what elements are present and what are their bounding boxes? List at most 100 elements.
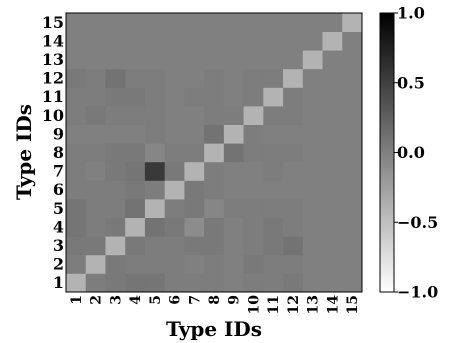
heatmap-cell-6-15	[342, 180, 363, 200]
heatmap-cell-8-9	[223, 143, 244, 163]
heatmap-cell-5-14	[322, 199, 343, 218]
heatmap-cell-9-12	[283, 124, 304, 144]
heatmap-cell-10-11	[263, 106, 284, 125]
heatmap-cell-4-5	[144, 217, 166, 237]
heatmap-cell-13-1	[66, 50, 87, 70]
heatmap-cell-1-6	[164, 273, 185, 293]
heatmap-cell-7-11	[263, 161, 284, 181]
heatmap-cell-4-13	[302, 217, 323, 237]
heatmap-cell-6-1	[66, 180, 87, 200]
heatmap-cell-8-12	[283, 143, 304, 163]
heatmap-cell-2-14	[322, 254, 343, 274]
heatmap-cell-9-11	[263, 124, 284, 144]
heatmap-cell-10-9	[223, 106, 244, 125]
heatmap-cell-12-7	[184, 68, 205, 88]
heatmap-cell-2-4	[125, 254, 146, 274]
heatmap-cell-3-3	[105, 236, 126, 256]
heatmap-cell-11-8	[204, 87, 225, 107]
heatmap-cell-8-2	[85, 143, 106, 163]
y-tick-label: 15	[42, 13, 64, 32]
heatmap-cell-9-14	[322, 124, 343, 144]
heatmap-cell-7-2	[85, 161, 106, 181]
colorbar-tick-label: −1.0	[397, 283, 438, 302]
colorbar	[379, 12, 395, 293]
heatmap-cell-14-15	[342, 31, 363, 51]
heatmap-cell-6-5	[144, 180, 166, 200]
heatmap-cell-12-10	[243, 68, 264, 88]
heatmap-cell-5-10	[243, 199, 264, 218]
heatmap-cell-10-1	[66, 106, 87, 125]
heatmap-cell-5-1	[66, 199, 87, 218]
x-tick-label: 12	[286, 295, 302, 314]
x-tick-labels: 1 2 3 4 5 6 7 8 9 10 11 12 13 14 15	[69, 295, 361, 315]
heatmap-cell-3-7	[184, 236, 205, 256]
heatmap-cell-9-13	[302, 124, 323, 144]
y-tick-label: 11	[42, 87, 64, 106]
heatmap-cell-4-12	[283, 217, 304, 237]
heatmap-cell-3-8	[204, 236, 225, 256]
heatmap-cell-7-8	[204, 161, 225, 181]
heatmap-cell-4-1	[66, 217, 87, 237]
heatmap-cell-14-2	[85, 31, 106, 51]
heatmap-cell-2-6	[164, 254, 185, 274]
heatmap-cell-15-8	[204, 13, 225, 32]
heatmap-cell-12-5	[144, 68, 166, 88]
heatmap-cell-3-9	[223, 236, 244, 256]
heatmap-cell-6-8	[204, 180, 225, 200]
heatmap-cell-5-2	[85, 199, 106, 218]
heatmap-cell-2-11	[263, 254, 284, 274]
heatmap-cell-5-9	[223, 199, 244, 218]
heatmap-cell-14-4	[125, 31, 146, 51]
heatmap-cell-13-7	[184, 50, 205, 70]
y-tick-label: 9	[53, 124, 64, 143]
x-tick-label: 7	[187, 295, 203, 305]
heatmap-cell-10-13	[302, 106, 323, 125]
heatmap-cell-12-4	[125, 68, 146, 88]
heatmap-cell-15-6	[164, 13, 185, 32]
heatmap-cell-3-14	[322, 236, 343, 256]
heatmap-cell-5-7	[184, 199, 205, 218]
heatmap-cell-8-6	[164, 143, 185, 163]
heatmap-cell-11-10	[243, 87, 264, 107]
heatmap-cell-1-10	[243, 273, 264, 293]
heatmap-cell-10-3	[105, 106, 126, 125]
heatmap-cell-11-1	[66, 87, 87, 107]
heatmap-cell-15-3	[105, 13, 126, 32]
heatmap-cell-6-6	[164, 180, 185, 200]
heatmap-cell-13-5	[144, 50, 166, 70]
y-tick-label: 5	[53, 199, 64, 218]
heatmap-cell-7-3	[105, 161, 126, 181]
heatmap-cell-14-13	[302, 31, 323, 51]
heatmap-cell-1-11	[263, 273, 284, 293]
heatmap-cell-12-1	[66, 68, 87, 88]
heatmap-cell-3-15	[342, 236, 363, 256]
heatmap-cell-15-12	[283, 13, 304, 32]
heatmap-cell-14-6	[164, 31, 185, 51]
heatmap-cell-15-1	[66, 13, 87, 32]
heatmap-cell-10-6	[164, 106, 185, 125]
heatmap-cell-2-9	[223, 254, 244, 274]
heatmap-cell-9-1	[66, 124, 87, 144]
heatmap-cell-10-8	[204, 106, 225, 125]
heatmap-cell-2-10	[243, 254, 264, 274]
y-tick-label: 14	[42, 31, 64, 50]
heatmap-cell-3-13	[302, 236, 323, 256]
heatmap-cell-10-10	[243, 106, 264, 125]
heatmap-cell-12-9	[223, 68, 244, 88]
heatmap-cell-13-9	[223, 50, 244, 70]
heatmap-cell-15-9	[223, 13, 244, 32]
heatmap-cell-5-5	[144, 199, 166, 218]
heatmap-cell-3-11	[263, 236, 284, 256]
heatmap-cell-1-15	[342, 273, 363, 293]
heatmap-cell-12-11	[263, 68, 284, 88]
heatmap-cell-8-5	[144, 143, 166, 163]
heatmap-cell-5-6	[164, 199, 185, 218]
heatmap-cell-4-9	[223, 217, 244, 237]
heatmap-cell-10-14	[322, 106, 343, 125]
heatmap-cell-2-8	[204, 254, 225, 274]
heatmap-cell-4-8	[204, 217, 225, 237]
heatmap-cell-15-13	[302, 13, 323, 32]
heatmap-cell-4-15	[342, 217, 363, 237]
heatmap-cell-5-4	[125, 199, 146, 218]
heatmap-cell-3-12	[283, 236, 304, 256]
